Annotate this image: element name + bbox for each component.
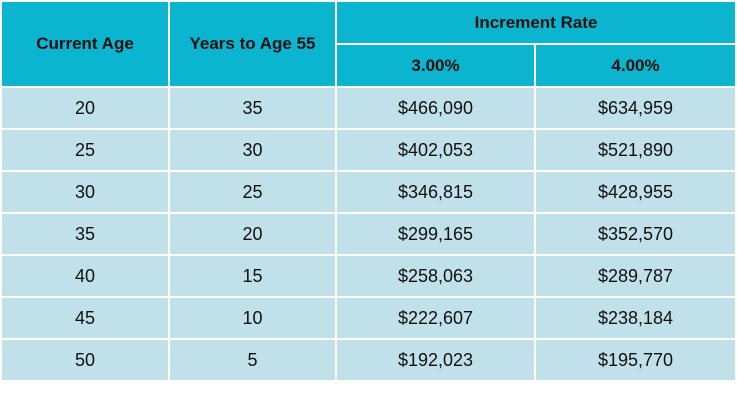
- header-rate-3: 3.00%: [335, 43, 536, 88]
- cell-current-age: 25: [0, 128, 170, 172]
- table-row: 40 15 $258,063 $289,787: [0, 254, 737, 298]
- cell-rate-3-value: $192,023: [335, 338, 536, 382]
- cell-rate-4-value: $352,570: [533, 212, 737, 256]
- table-row: 45 10 $222,607 $238,184: [0, 296, 737, 340]
- table-row: 30 25 $346,815 $428,955: [0, 170, 737, 214]
- header-row-rates: 3.00% 4.00%: [1, 43, 737, 88]
- cell-rate-3-value: $402,053: [335, 128, 536, 172]
- cell-current-age: 40: [0, 254, 170, 298]
- cell-rate-3-value: $299,165: [335, 212, 536, 256]
- cell-years-to-55: 25: [168, 170, 337, 214]
- cell-rate-3-value: $466,090: [335, 86, 536, 130]
- cell-current-age: 45: [0, 296, 170, 340]
- cell-current-age: 20: [0, 86, 170, 130]
- cell-rate-4-value: $634,959: [533, 86, 737, 130]
- cell-years-to-55: 15: [168, 254, 337, 298]
- cell-rate-4-value: $195,770: [533, 338, 737, 382]
- cell-rate-4-value: $238,184: [533, 296, 737, 340]
- header-current-age: Current Age: [0, 0, 170, 88]
- header-row-top: Current Age Years to Age 55 Increment Ra…: [0, 0, 737, 88]
- cell-rate-3-value: $258,063: [335, 254, 536, 298]
- table-row: 35 20 $299,165 $352,570: [0, 212, 737, 256]
- cell-rate-4-value: $289,787: [533, 254, 737, 298]
- header-rate-4: 4.00%: [533, 43, 737, 88]
- cell-rate-3-value: $222,607: [335, 296, 536, 340]
- cell-rate-3-value: $346,815: [335, 170, 536, 214]
- cell-rate-4-value: $521,890: [533, 128, 737, 172]
- cell-years-to-55: 10: [168, 296, 337, 340]
- header-years-to-55: Years to Age 55: [168, 0, 337, 88]
- header-increment-rate: Increment Rate: [334, 0, 737, 45]
- cell-years-to-55: 30: [168, 128, 337, 172]
- cell-current-age: 50: [0, 338, 170, 382]
- cell-current-age: 30: [0, 170, 170, 214]
- savings-table: Current Age Years to Age 55 Increment Ra…: [0, 0, 737, 382]
- cell-rate-4-value: $428,955: [533, 170, 737, 214]
- cell-years-to-55: 20: [168, 212, 337, 256]
- table-row: 50 5 $192,023 $195,770: [0, 338, 737, 382]
- cell-current-age: 35: [0, 212, 170, 256]
- table-row: 25 30 $402,053 $521,890: [0, 128, 737, 172]
- table-row: 20 35 $466,090 $634,959: [0, 86, 737, 130]
- cell-years-to-55: 5: [168, 338, 337, 382]
- cell-years-to-55: 35: [168, 86, 337, 130]
